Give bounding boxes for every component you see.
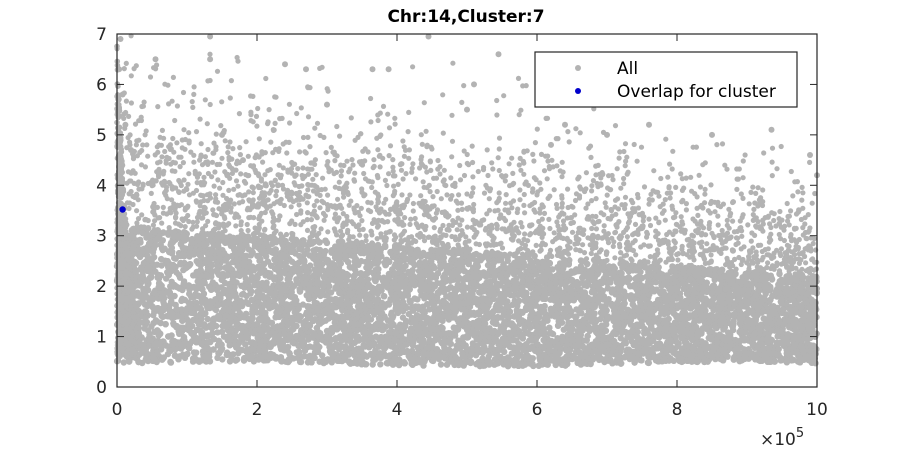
data-point-all (607, 279, 614, 286)
data-point-all (167, 358, 174, 366)
chart-title: Chr:14,Cluster:7 (387, 7, 544, 27)
data-point-all (437, 361, 445, 368)
data-point-all (638, 357, 645, 364)
data-point-all (484, 261, 492, 269)
data-point-all (573, 306, 580, 313)
data-point-all (327, 289, 335, 296)
points-layer (113, 33, 820, 370)
